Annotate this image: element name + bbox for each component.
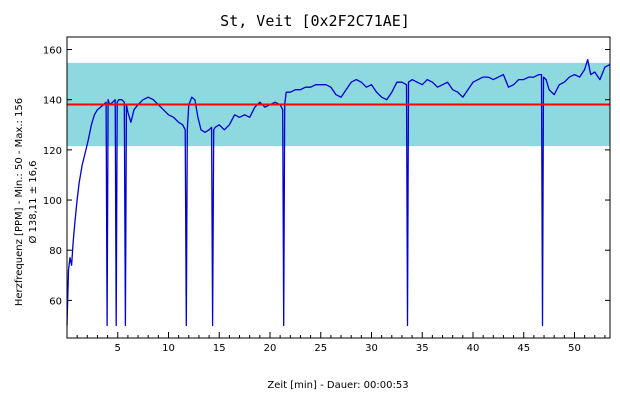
x-axis-label: Zeit [min] - Dauer: 00:00:53 — [267, 380, 408, 391]
chart-title: St, Veit [0x2F2C71AE] — [220, 12, 410, 30]
y-tick-label: 60 — [49, 296, 62, 307]
x-tick-label: 40 — [467, 343, 480, 354]
y-tick-label: 120 — [43, 146, 62, 157]
x-tick-label: 15 — [213, 343, 226, 354]
x-tick-label: 5 — [115, 343, 121, 354]
y-axis-label: Herzfrequenz [PPM] - Min.: 50 - Max.: 15… — [14, 98, 25, 306]
x-tick-label: 45 — [517, 343, 530, 354]
y-axis-label-stats: Ø 138,11 ± 16,6 — [27, 160, 39, 243]
y-tick-label: 100 — [43, 196, 62, 207]
x-tick-label: 10 — [162, 343, 175, 354]
plot-frame — [66, 36, 611, 339]
y-tick-label: 160 — [43, 46, 62, 57]
y-tick-label: 140 — [43, 96, 62, 107]
x-tick-label: 25 — [314, 343, 327, 354]
x-tick-label: 50 — [568, 343, 581, 354]
y-tick-label: 80 — [49, 246, 62, 257]
plot-area: 60 80 100 120 140 160 5 10 15 20 25 30 35 40 45 50 — [43, 36, 611, 354]
x-tick-label: 30 — [365, 343, 378, 354]
x-tick-label: 35 — [416, 343, 429, 354]
x-tick-label: 20 — [264, 343, 277, 354]
